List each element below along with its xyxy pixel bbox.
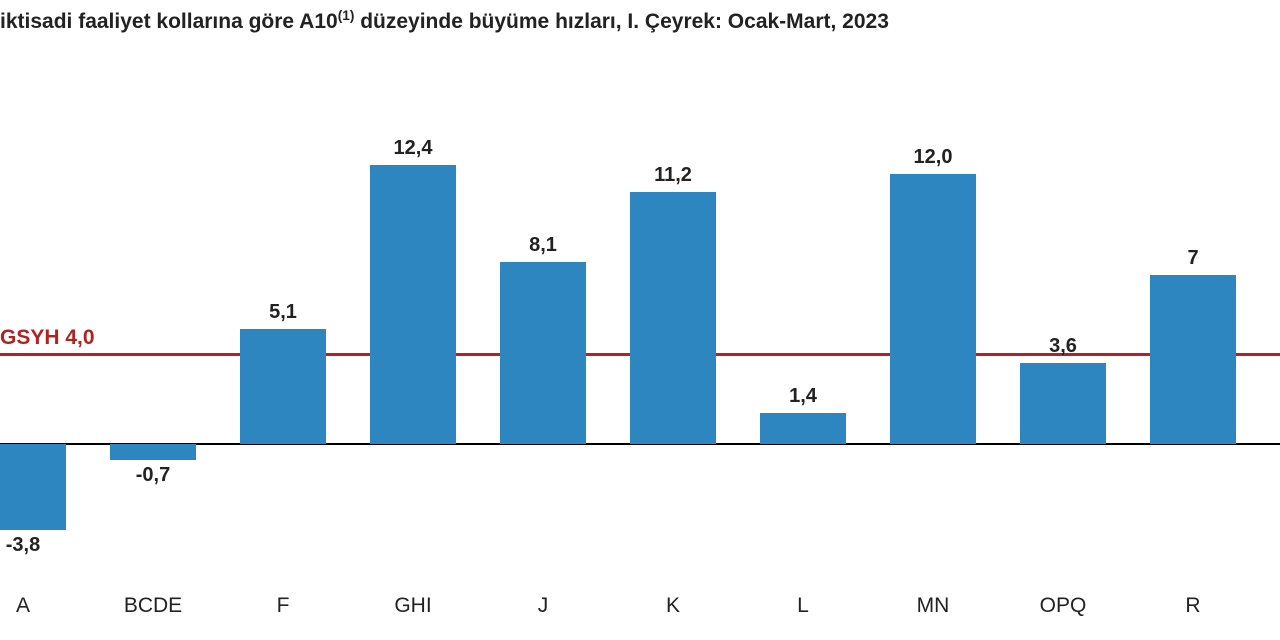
title-part1: iktisadi faaliyet kollarına göre A10: [0, 10, 338, 33]
plot-area: GSYH 4,0-3,8A-0,7BCDE5,1F12,4GHI8,1J11,2…: [0, 60, 1280, 580]
category-label-F: F: [277, 594, 290, 618]
category-label-J: J: [538, 594, 549, 618]
bar-A: [0, 444, 66, 530]
title-superscript: (1): [338, 8, 355, 23]
category-label-K: K: [666, 594, 680, 618]
chart-title: iktisadi faaliyet kollarına göre A10(1) …: [0, 8, 889, 34]
bar-MN: [890, 174, 976, 444]
title-part2: düzeyinde büyüme hızları, I. Çeyrek: Oca…: [354, 10, 889, 33]
category-label-BCDE: BCDE: [124, 594, 182, 618]
category-label-R: R: [1185, 594, 1200, 618]
reference-line-label: GSYH 4,0: [0, 326, 95, 350]
category-label-MN: MN: [917, 594, 950, 618]
bar-value-BCDE: -0,7: [136, 464, 170, 487]
bar-value-OPQ: 3,6: [1049, 335, 1077, 358]
bar-value-F: 5,1: [269, 301, 297, 324]
category-label-GHI: GHI: [394, 594, 431, 618]
bar-value-MN: 12,0: [914, 146, 953, 169]
bar-L: [760, 413, 846, 445]
bar-value-J: 8,1: [529, 234, 557, 257]
growth-bar-chart: GSYH 4,0-3,8A-0,7BCDE5,1F12,4GHI8,1J11,2…: [0, 60, 1280, 580]
bar-K: [630, 192, 716, 444]
category-label-A: A: [16, 594, 30, 618]
category-label-L: L: [797, 594, 809, 618]
bar-GHI: [370, 165, 456, 444]
bar-value-K: 11,2: [654, 164, 692, 187]
bar-OPQ: [1020, 363, 1106, 444]
bar-R: [1150, 275, 1236, 444]
bar-BCDE: [110, 444, 196, 460]
bar-value-R: 7: [1187, 247, 1198, 270]
bar-J: [500, 262, 586, 444]
bar-F: [240, 329, 326, 444]
bar-value-L: 1,4: [789, 385, 817, 408]
bar-value-GHI: 12,4: [394, 137, 433, 160]
bar-value-A: -3,8: [6, 534, 40, 557]
category-label-OPQ: OPQ: [1040, 594, 1087, 618]
